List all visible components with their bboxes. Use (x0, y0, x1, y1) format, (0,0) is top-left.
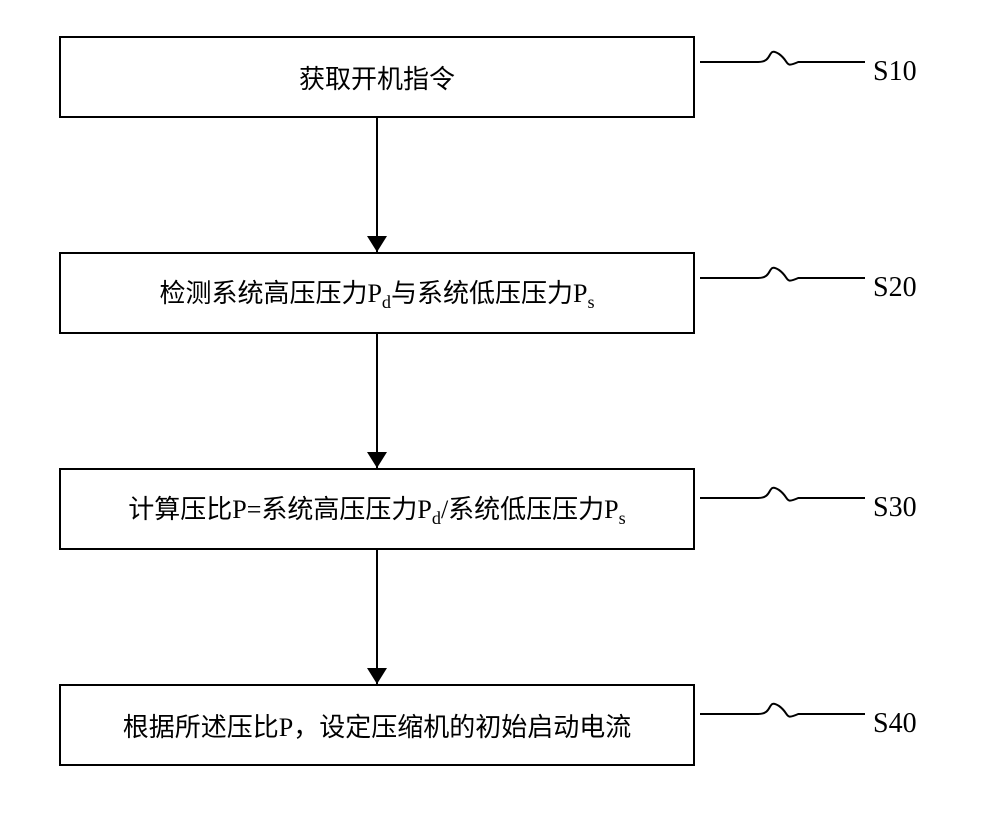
step-label-s40: S40 (873, 708, 917, 740)
flow-step-text-s40: 根据所述压比P，设定压缩机的初始启动电流 (123, 707, 631, 744)
squiggle-connector-s30 (700, 488, 865, 501)
flow-step-s30: 计算压比P=系统高压压力Pd/系统低压压力Ps (59, 468, 695, 550)
squiggle-connector-s10 (700, 52, 865, 65)
step-label-s20: S20 (873, 272, 917, 304)
step-label-s10: S10 (873, 56, 917, 88)
flowchart-container: 获取开机指令 S10 检测系统高压压力Pd与系统低压压力Ps S20 计算压比P=系统高… (0, 0, 1000, 825)
squiggle-connector-s40 (700, 704, 865, 717)
flow-step-text-s30: 计算压比P=系统高压压力Pd/系统低压压力Ps (128, 489, 625, 529)
flow-step-text-s10: 获取开机指令 (299, 59, 455, 96)
flow-step-s20: 检测系统高压压力Pd与系统低压压力Ps (59, 252, 695, 334)
arrow-head-3 (367, 668, 387, 684)
arrow-head-2 (367, 452, 387, 468)
flow-step-s40: 根据所述压比P，设定压缩机的初始启动电流 (59, 684, 695, 766)
flow-step-s10: 获取开机指令 (59, 36, 695, 118)
squiggle-connector-s20 (700, 268, 865, 281)
flow-step-text-s20: 检测系统高压压力Pd与系统低压压力Ps (159, 273, 594, 313)
arrow-head-1 (367, 236, 387, 252)
step-label-s30: S30 (873, 492, 917, 524)
